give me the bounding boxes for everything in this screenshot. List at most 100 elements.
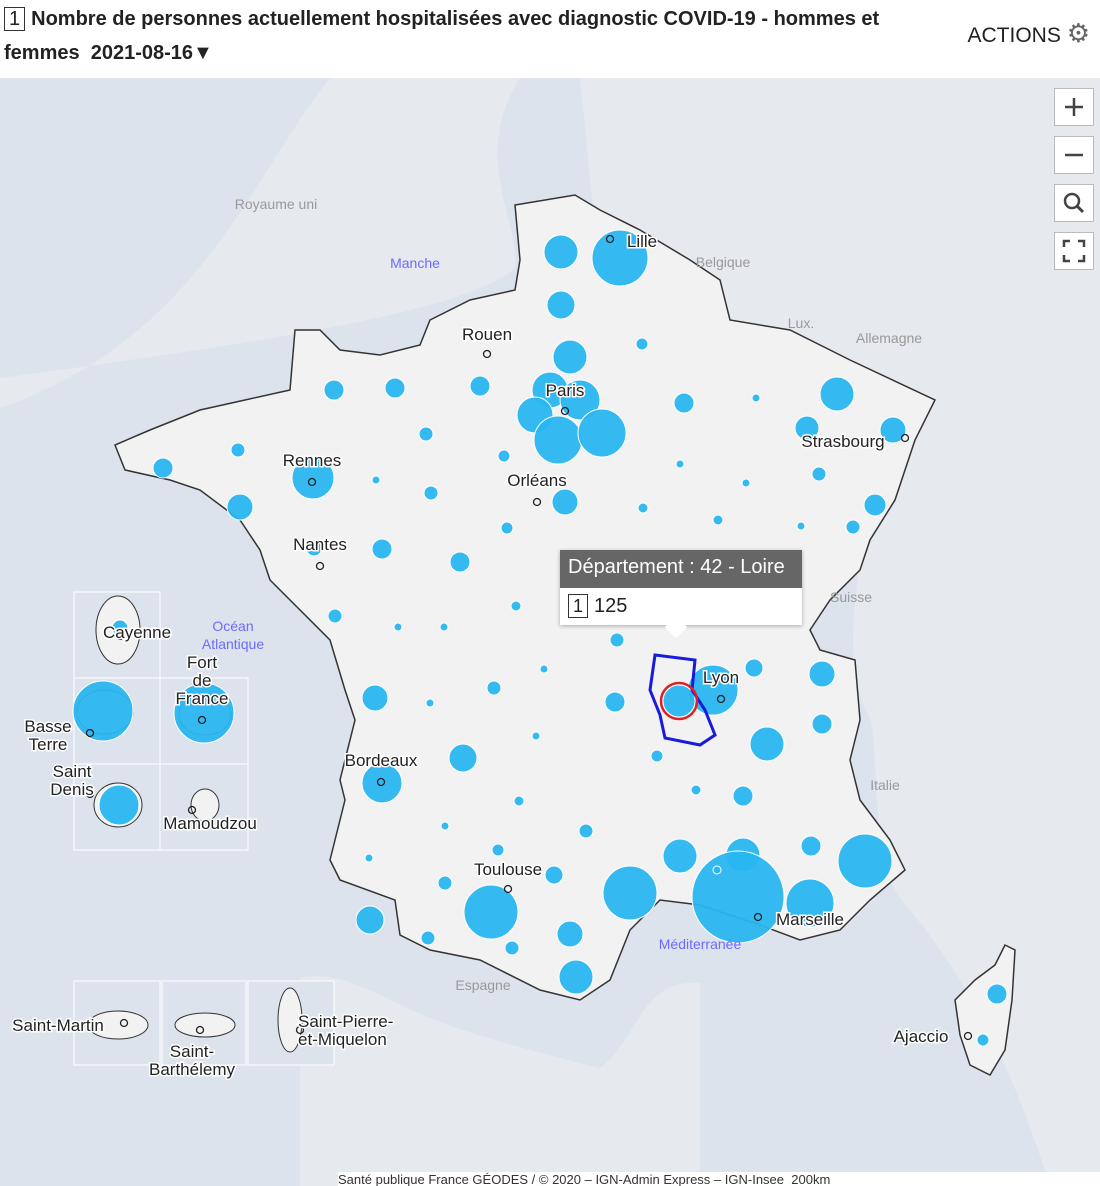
- city-label: Toulouse: [474, 860, 542, 879]
- title[interactable]: 1 Nombre de personnes actuellement hospit…: [4, 7, 880, 64]
- spain-land: [300, 976, 700, 1186]
- bubble: [800, 835, 822, 857]
- bubble: [72, 680, 134, 742]
- actions-button[interactable]: ACTIONS ⚙: [968, 18, 1091, 49]
- attribution: Santé publique France GÉODES / © 2020 – …: [338, 1172, 1100, 1186]
- tooltip-body: 1 125: [560, 588, 802, 624]
- city-label: Rouen: [462, 325, 512, 344]
- bubble: [111, 619, 129, 637]
- bubble: [393, 622, 403, 632]
- bubble: [591, 229, 649, 287]
- bubble: [602, 865, 658, 921]
- city-label: Lyon: [703, 668, 739, 687]
- bubble: [544, 865, 564, 885]
- sea-label: Océan: [212, 618, 253, 634]
- search[interactable]: [1054, 184, 1094, 222]
- tooltip: Département : 42 - Loire 1 125: [560, 550, 802, 639]
- city-point: [315, 561, 325, 571]
- zoom-in[interactable]: [1054, 88, 1094, 126]
- city-point: [115, 631, 125, 641]
- city-point: [307, 477, 317, 487]
- bubble: [327, 608, 343, 624]
- bubble: [741, 478, 751, 488]
- sea-label: Méditerranée: [659, 936, 742, 952]
- bubble: [355, 905, 385, 935]
- city-point: [963, 1031, 973, 1041]
- uk-land: [0, 78, 520, 408]
- bubble: [845, 519, 861, 535]
- city-point: [716, 694, 726, 704]
- bubble: [662, 684, 696, 718]
- city-point: [376, 777, 386, 787]
- bubble: [361, 762, 403, 804]
- city-label: Cayenne: [103, 623, 171, 642]
- bubble: [662, 838, 698, 874]
- selected-marker[interactable]: [659, 681, 699, 721]
- fullscreen[interactable]: [1054, 232, 1094, 270]
- city-point: [197, 715, 207, 725]
- bubble: [712, 865, 722, 875]
- city-label: Nantes: [293, 535, 347, 554]
- map[interactable]: Lille Rouen Paris Rennes Orléans Strasbourg Na…: [0, 78, 1100, 1186]
- bubble: [510, 600, 522, 612]
- france: [114, 194, 937, 1001]
- bubble: [976, 1033, 990, 1047]
- city-label: et-Miquelon: [298, 1030, 387, 1049]
- bubble: [226, 493, 254, 521]
- bubbles: [72, 229, 1008, 1047]
- bubble: [863, 493, 887, 517]
- bubble: [552, 339, 588, 375]
- bubble: [794, 415, 820, 441]
- tooltip-title: Département : 42 - Loire: [560, 550, 802, 588]
- country-label: Belgique: [696, 254, 751, 270]
- bubble: [448, 743, 478, 773]
- bubble: [323, 379, 345, 401]
- layer-badge: 1: [4, 7, 26, 31]
- bubble: [437, 875, 453, 891]
- bubble: [440, 821, 450, 831]
- bubble: [361, 684, 389, 712]
- labels: Lille Rouen Paris Rennes Orléans Strasbourg Na…: [11, 196, 950, 1081]
- bubble: [230, 442, 246, 458]
- neighbour-land: [580, 78, 1100, 1186]
- bubble: [796, 521, 806, 531]
- bubble: [837, 833, 893, 889]
- city-point: [605, 234, 615, 244]
- gear-icon: ⚙: [1066, 18, 1090, 48]
- bubble: [691, 850, 785, 944]
- city-point: [753, 912, 763, 922]
- city-label: Lille: [627, 232, 657, 251]
- bubble: [819, 376, 855, 412]
- bubble: [305, 539, 323, 557]
- island: [174, 1012, 236, 1038]
- bubble: [364, 853, 374, 863]
- island: [277, 987, 303, 1053]
- bubble: [423, 485, 439, 501]
- country-label: Italie: [870, 777, 900, 793]
- country-label: Espagne: [455, 977, 510, 993]
- bubble: [497, 449, 511, 463]
- country-label: Lux.: [788, 315, 814, 331]
- sea-label: Atlantique: [202, 636, 264, 652]
- bubble: [744, 658, 764, 678]
- city-label: Orléans: [507, 471, 567, 490]
- city-label: Denis: [50, 780, 93, 799]
- zoom-out[interactable]: [1054, 136, 1094, 174]
- bubble: [546, 290, 576, 320]
- bubble: [425, 698, 435, 708]
- bubble: [469, 375, 491, 397]
- city-label: Marseille: [776, 910, 844, 929]
- bubble: [650, 749, 664, 763]
- bubble: [173, 682, 235, 744]
- bubble: [371, 475, 381, 485]
- bubble: [609, 632, 625, 648]
- bubble: [556, 920, 584, 948]
- bubble: [504, 940, 520, 956]
- bubble: [551, 488, 579, 516]
- bubble: [449, 551, 471, 573]
- bubble: [578, 823, 594, 839]
- bubble: [500, 521, 514, 535]
- city-point: [532, 497, 542, 507]
- country-label: Allemagne: [856, 330, 922, 346]
- bubble: [420, 930, 436, 946]
